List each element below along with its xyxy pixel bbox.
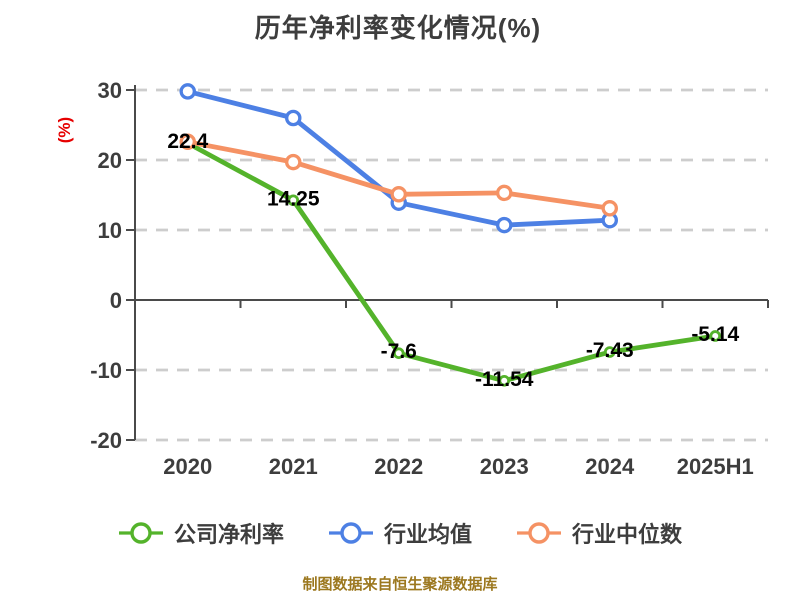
x-tick-label-2020: 2020 [163,454,212,479]
legend-marker-icon [328,522,373,544]
y-tick-label: 30 [98,78,122,103]
y-tick-label: -20 [90,428,122,453]
legend-marker-icon [118,522,163,544]
data-point-行业均值-2023 [495,216,513,234]
legend-label: 公司净利率 [173,522,284,547]
data-point-行业中位数-2022 [390,186,407,203]
y-axis-unit-label: (%) [55,117,74,143]
x-tick-label-2021: 2021 [269,454,318,479]
data-point-公司净利率-2022 [392,347,405,360]
data-point-行业均值-2021 [284,109,302,127]
data-point-行业均值-2020 [179,83,196,100]
data-point-公司净利率-2021 [287,194,300,207]
x-tick-label-2025H1: 2025H1 [677,454,754,479]
x-tick-label-2022: 2022 [374,454,423,479]
y-tick-label: -10 [90,358,122,383]
chart-canvas: 30 20 10 0 -10 -20 2020 2021 2022 2023 2024 2025H1 (… [55,78,769,479]
data-point-行业中位数-2023 [495,184,513,202]
data-label-2020: 22.4 [167,130,208,153]
data-label-2022: -7.6 [381,340,417,363]
data-point-公司净利率-2024 [603,346,616,358]
y-tick-label: 20 [98,148,122,173]
legend-marker-icon [517,522,561,544]
data-point-公司净利率-2025H1 [709,330,722,342]
data-label-2025H1: -5.14 [691,323,739,346]
legend-label: 行业中位数 [572,522,683,547]
data-point-行业中位数-2021 [284,153,302,171]
data-label-2021: 14.25 [267,187,320,210]
x-tick-label-2024: 2024 [585,454,635,479]
y-tick-label: 10 [98,218,122,243]
data-point-公司净利率-2023 [498,374,511,387]
legend-item-行业均值[interactable]: 行业均值 [328,517,472,549]
x-tick-label-2023: 2023 [480,454,529,479]
chart-legend: 公司净利率 行业均值 行业中位数 [0,517,800,549]
y-tick-label: 0 [110,288,122,313]
legend-item-行业中位数[interactable]: 行业中位数 [516,517,682,549]
data-label-2024: -7.43 [586,339,634,362]
data-point-行业中位数-2024 [601,200,619,217]
data-source-note: 制图数据来自恒生聚源数据库 [302,576,498,593]
series-line-公司净利率 [185,140,718,384]
legend-label: 行业均值 [383,522,472,547]
data-point-行业中位数-2020 [179,133,196,151]
legend-item-公司净利率[interactable]: 公司净利率 [118,517,284,549]
chart-title: 历年净利率变化情况(%) [254,13,542,43]
data-label-2023: -11.54 [475,368,534,391]
